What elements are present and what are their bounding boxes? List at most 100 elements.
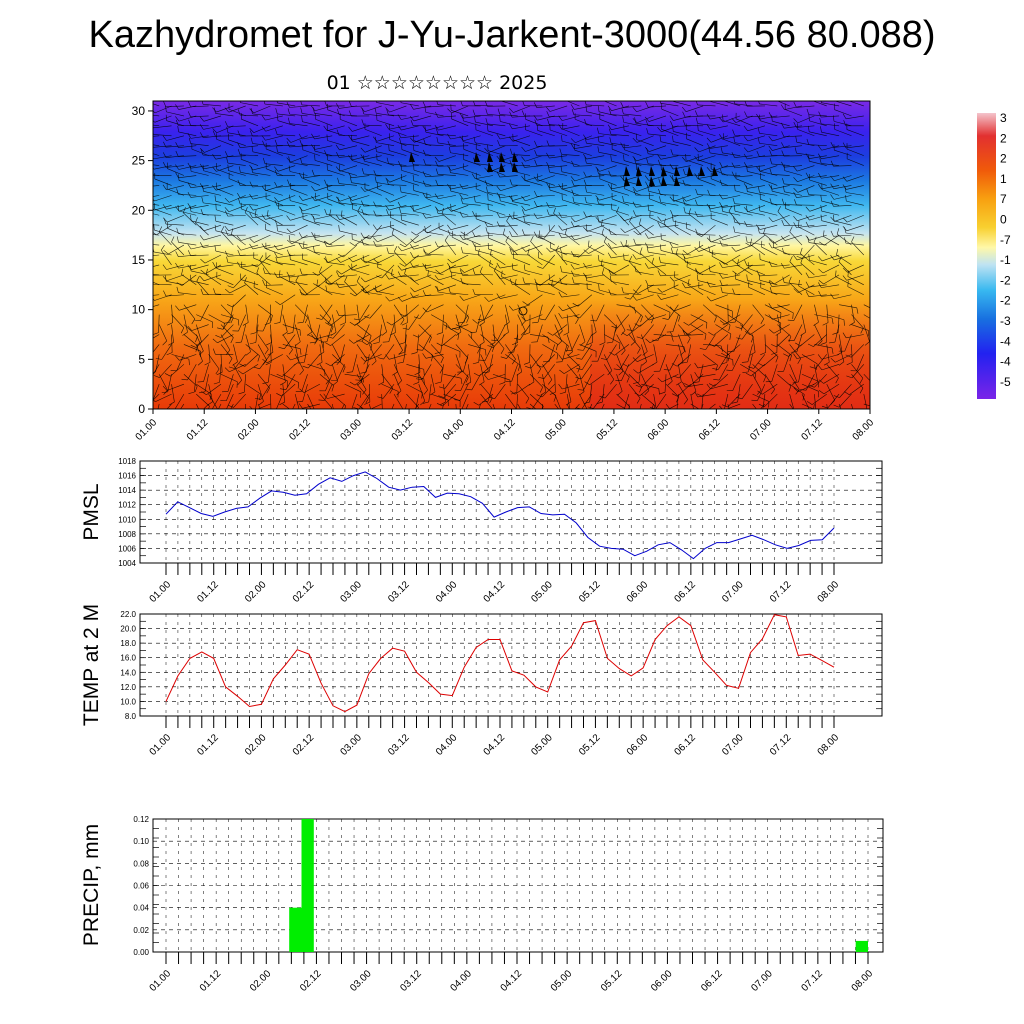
colorbar-label: 0	[1000, 213, 1007, 227]
wind-barb-feather	[400, 101, 402, 103]
wind-barb	[798, 226, 815, 236]
wind-barb	[710, 115, 728, 120]
wind-barb	[178, 145, 197, 148]
wind-barb	[603, 324, 606, 343]
wind-barb-feather	[800, 389, 807, 391]
wind-barb-feather	[338, 164, 341, 171]
wind-barb-feather	[401, 322, 408, 326]
wind-barb-feather	[364, 401, 370, 405]
wind-barb-feather	[232, 361, 238, 366]
wind-barb	[339, 195, 358, 202]
wind-barb-feather	[836, 228, 840, 235]
wind-barb	[166, 135, 184, 141]
wind-barb	[418, 384, 426, 402]
wind-barb	[206, 383, 222, 396]
wind-barb-feather	[415, 378, 422, 381]
wind-barb-feather	[447, 324, 452, 330]
wind-barb-feather	[546, 247, 551, 253]
wind-barb	[846, 274, 864, 281]
wind-barb-feather	[817, 256, 823, 262]
wind-barb	[167, 214, 185, 223]
wind-barb	[746, 165, 765, 168]
wind-barb	[294, 344, 300, 363]
wind-barb	[314, 251, 333, 256]
wind-barb	[233, 364, 242, 381]
wind-barb-feather	[250, 137, 253, 144]
wind-barb	[462, 203, 481, 206]
wind-barb	[525, 129, 543, 137]
wind-barb-feather	[586, 342, 593, 346]
wind-barb-feather	[385, 124, 390, 130]
wind-barb-feather	[836, 249, 839, 256]
wind-barb	[845, 145, 864, 149]
wind-barb	[562, 354, 580, 360]
wind-barb	[589, 384, 593, 403]
wind-barb	[364, 354, 382, 362]
wind-barb-feather	[399, 263, 405, 267]
wind-barb	[266, 287, 283, 296]
wind-barb-feather	[536, 364, 543, 368]
wind-barb-feather	[805, 291, 810, 297]
wind-barb-feather	[634, 117, 637, 124]
wind-barb-feather	[295, 275, 299, 282]
wind-barb-feather	[516, 371, 522, 376]
wind-barb-feather	[533, 176, 538, 182]
wind-barb	[554, 374, 556, 393]
wind-barb	[240, 264, 259, 268]
wind-barb-feather	[249, 205, 254, 211]
wind-barb	[713, 324, 729, 336]
wind-barb	[450, 190, 469, 196]
wind-barb-feather	[525, 366, 532, 369]
wind-barb	[503, 234, 518, 246]
wind-barb-feather	[298, 361, 305, 364]
wind-barb-feather	[768, 136, 773, 142]
wind-barb	[183, 212, 197, 226]
wind-barb-feather	[282, 331, 288, 336]
wind-barb-feather	[607, 183, 612, 190]
wind-barb-feather	[537, 368, 542, 375]
wind-barb-feather	[452, 328, 459, 330]
wind-barb	[598, 260, 617, 266]
wind-barb-feather	[190, 414, 195, 416]
wind-barb-feather	[793, 166, 798, 172]
wind-barb-feather	[205, 268, 208, 275]
wind-barb-feather	[207, 401, 213, 406]
wind-barb-feather	[744, 260, 748, 266]
wind-barb-feather	[496, 221, 501, 227]
wind-barb-feather	[583, 410, 587, 414]
wind-barb	[451, 205, 469, 212]
wind-barb	[636, 135, 654, 143]
wind-barb	[673, 220, 691, 226]
wind-barb	[319, 314, 334, 327]
wind-barb	[155, 354, 160, 373]
wind-barb	[159, 364, 172, 378]
wind-barb-feather	[351, 154, 353, 161]
wind-barb-feather	[823, 361, 830, 366]
wind-barb-feather	[236, 235, 242, 241]
wind-barb	[771, 292, 790, 296]
wind-barb	[588, 244, 605, 254]
wind-barb	[752, 374, 762, 391]
wind-barb-feather	[793, 254, 798, 261]
wind-barb	[319, 344, 323, 363]
wind-barb	[153, 103, 160, 107]
wind-barb	[741, 324, 753, 340]
wind-barb-feather	[851, 236, 855, 243]
wind-barb-feather	[696, 274, 699, 281]
wind-barb	[257, 384, 264, 402]
x-tick-label: 04.00	[434, 732, 460, 758]
wind-barb	[240, 234, 259, 241]
wind-barb	[529, 374, 543, 388]
wind-barb	[426, 198, 444, 206]
wind-barb-feather	[377, 396, 384, 399]
wind-barb-feather	[226, 256, 229, 263]
wind-barb	[648, 133, 667, 137]
wind-barb	[623, 113, 642, 117]
wind-barb	[672, 125, 691, 127]
wind-barb-feather	[781, 198, 785, 205]
wind-barb-feather	[514, 278, 517, 285]
wind-barb	[835, 354, 852, 363]
wind-barb	[847, 214, 864, 223]
wind-barb-feather	[237, 142, 241, 148]
wind-barb	[376, 113, 395, 117]
